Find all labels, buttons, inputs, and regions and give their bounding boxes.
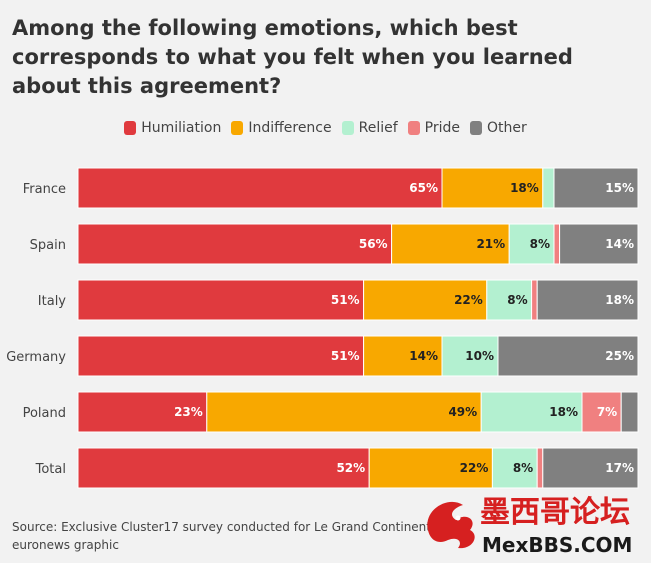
bar-segment-humiliation [77,447,370,489]
svg-text:墨西哥论坛: 墨西哥论坛 [480,495,630,530]
chart-legend: Humiliation Indifference Relief Pride Other [0,120,651,136]
data-label: 51% [331,293,360,307]
bar-segment-other [553,167,639,209]
svg-text:MexBBS.COM: MexBBS.COM [482,533,632,557]
data-label: 22% [460,461,489,475]
legend-item-pride: Pride [407,120,461,136]
legend-item-indifference: Indifference [231,120,332,136]
category-label: Total [35,462,66,477]
category-label: Germany [6,350,66,365]
data-label: 8% [530,237,550,251]
bar-segment-other [536,279,639,321]
data-label: 51% [331,349,360,363]
category-label: Spain [30,238,66,253]
bar-segment-pride [553,223,561,265]
mexbbs-watermark-logo: 墨西哥论坛 MexBBS.COM [427,495,632,557]
legend-label: Pride [424,120,461,136]
bar-segment-relief [480,391,583,433]
bar-segment-other [559,223,639,265]
data-label: 18% [549,405,578,419]
data-label: 49% [448,405,477,419]
bar-segment-pride [536,447,544,489]
bar-segment-other [497,335,639,377]
bar-segment-humiliation [77,391,208,433]
data-label: 18% [510,181,539,195]
data-label: 65% [409,181,438,195]
bar-segment-pride [581,391,622,433]
legend-item-humiliation: Humiliation [124,120,221,136]
bar-segment-humiliation [77,335,365,377]
bar-segment-other [620,391,639,433]
legend-label: Other [487,120,527,136]
bar-segment-indifference [363,279,488,321]
legend-swatch [124,121,137,135]
data-label: 23% [174,405,203,419]
data-label: 18% [605,293,634,307]
data-label: 21% [476,237,505,251]
category-label: France [23,182,66,197]
bar-segment-indifference [391,223,510,265]
chart-title: Among the following emotions, which best… [12,16,573,98]
bar-segment-pride [531,279,538,321]
data-label: 8% [513,461,533,475]
bar-segment-relief [542,167,555,209]
bar-segment-indifference [363,335,443,377]
data-label: 22% [454,293,483,307]
bar-segment-indifference [441,167,544,209]
legend-item-relief: Relief [341,120,398,136]
bar-segment-humiliation [77,279,365,321]
data-label: 52% [336,461,365,475]
legend-label: Relief [358,120,398,136]
category-label: Italy [38,294,67,309]
bar-segment-relief [441,335,499,377]
stacked-bar-chart: France 65% 18% 15% Spain 56% 21% 8% 14% Italy 51% 2… [6,167,639,489]
data-label: 56% [359,237,388,251]
bar-segment-indifference [206,391,482,433]
bar-segment-humiliation [77,167,443,209]
bar-segment-relief [491,447,538,489]
category-label: Poland [23,406,66,421]
bar-segment-other [542,447,639,489]
legend-label: Indifference [248,120,332,136]
data-label: 14% [409,349,438,363]
data-label: 10% [465,349,494,363]
legend-swatch [231,121,244,135]
legend-label: Humiliation [141,120,222,136]
data-label: 15% [605,181,634,195]
source-note: Source: Exclusive Cluster17 survey condu… [12,520,435,552]
data-label: 25% [605,349,634,363]
data-label: 7% [597,405,617,419]
data-label: 17% [605,461,634,475]
data-label: 8% [507,293,527,307]
legend-swatch [341,121,354,135]
legend-item-other: Other [470,120,527,136]
bar-segment-relief [486,279,533,321]
bar-segment-humiliation [77,223,393,265]
data-label: 14% [605,237,634,251]
legend-swatch [407,121,420,135]
legend-swatch [470,121,483,135]
